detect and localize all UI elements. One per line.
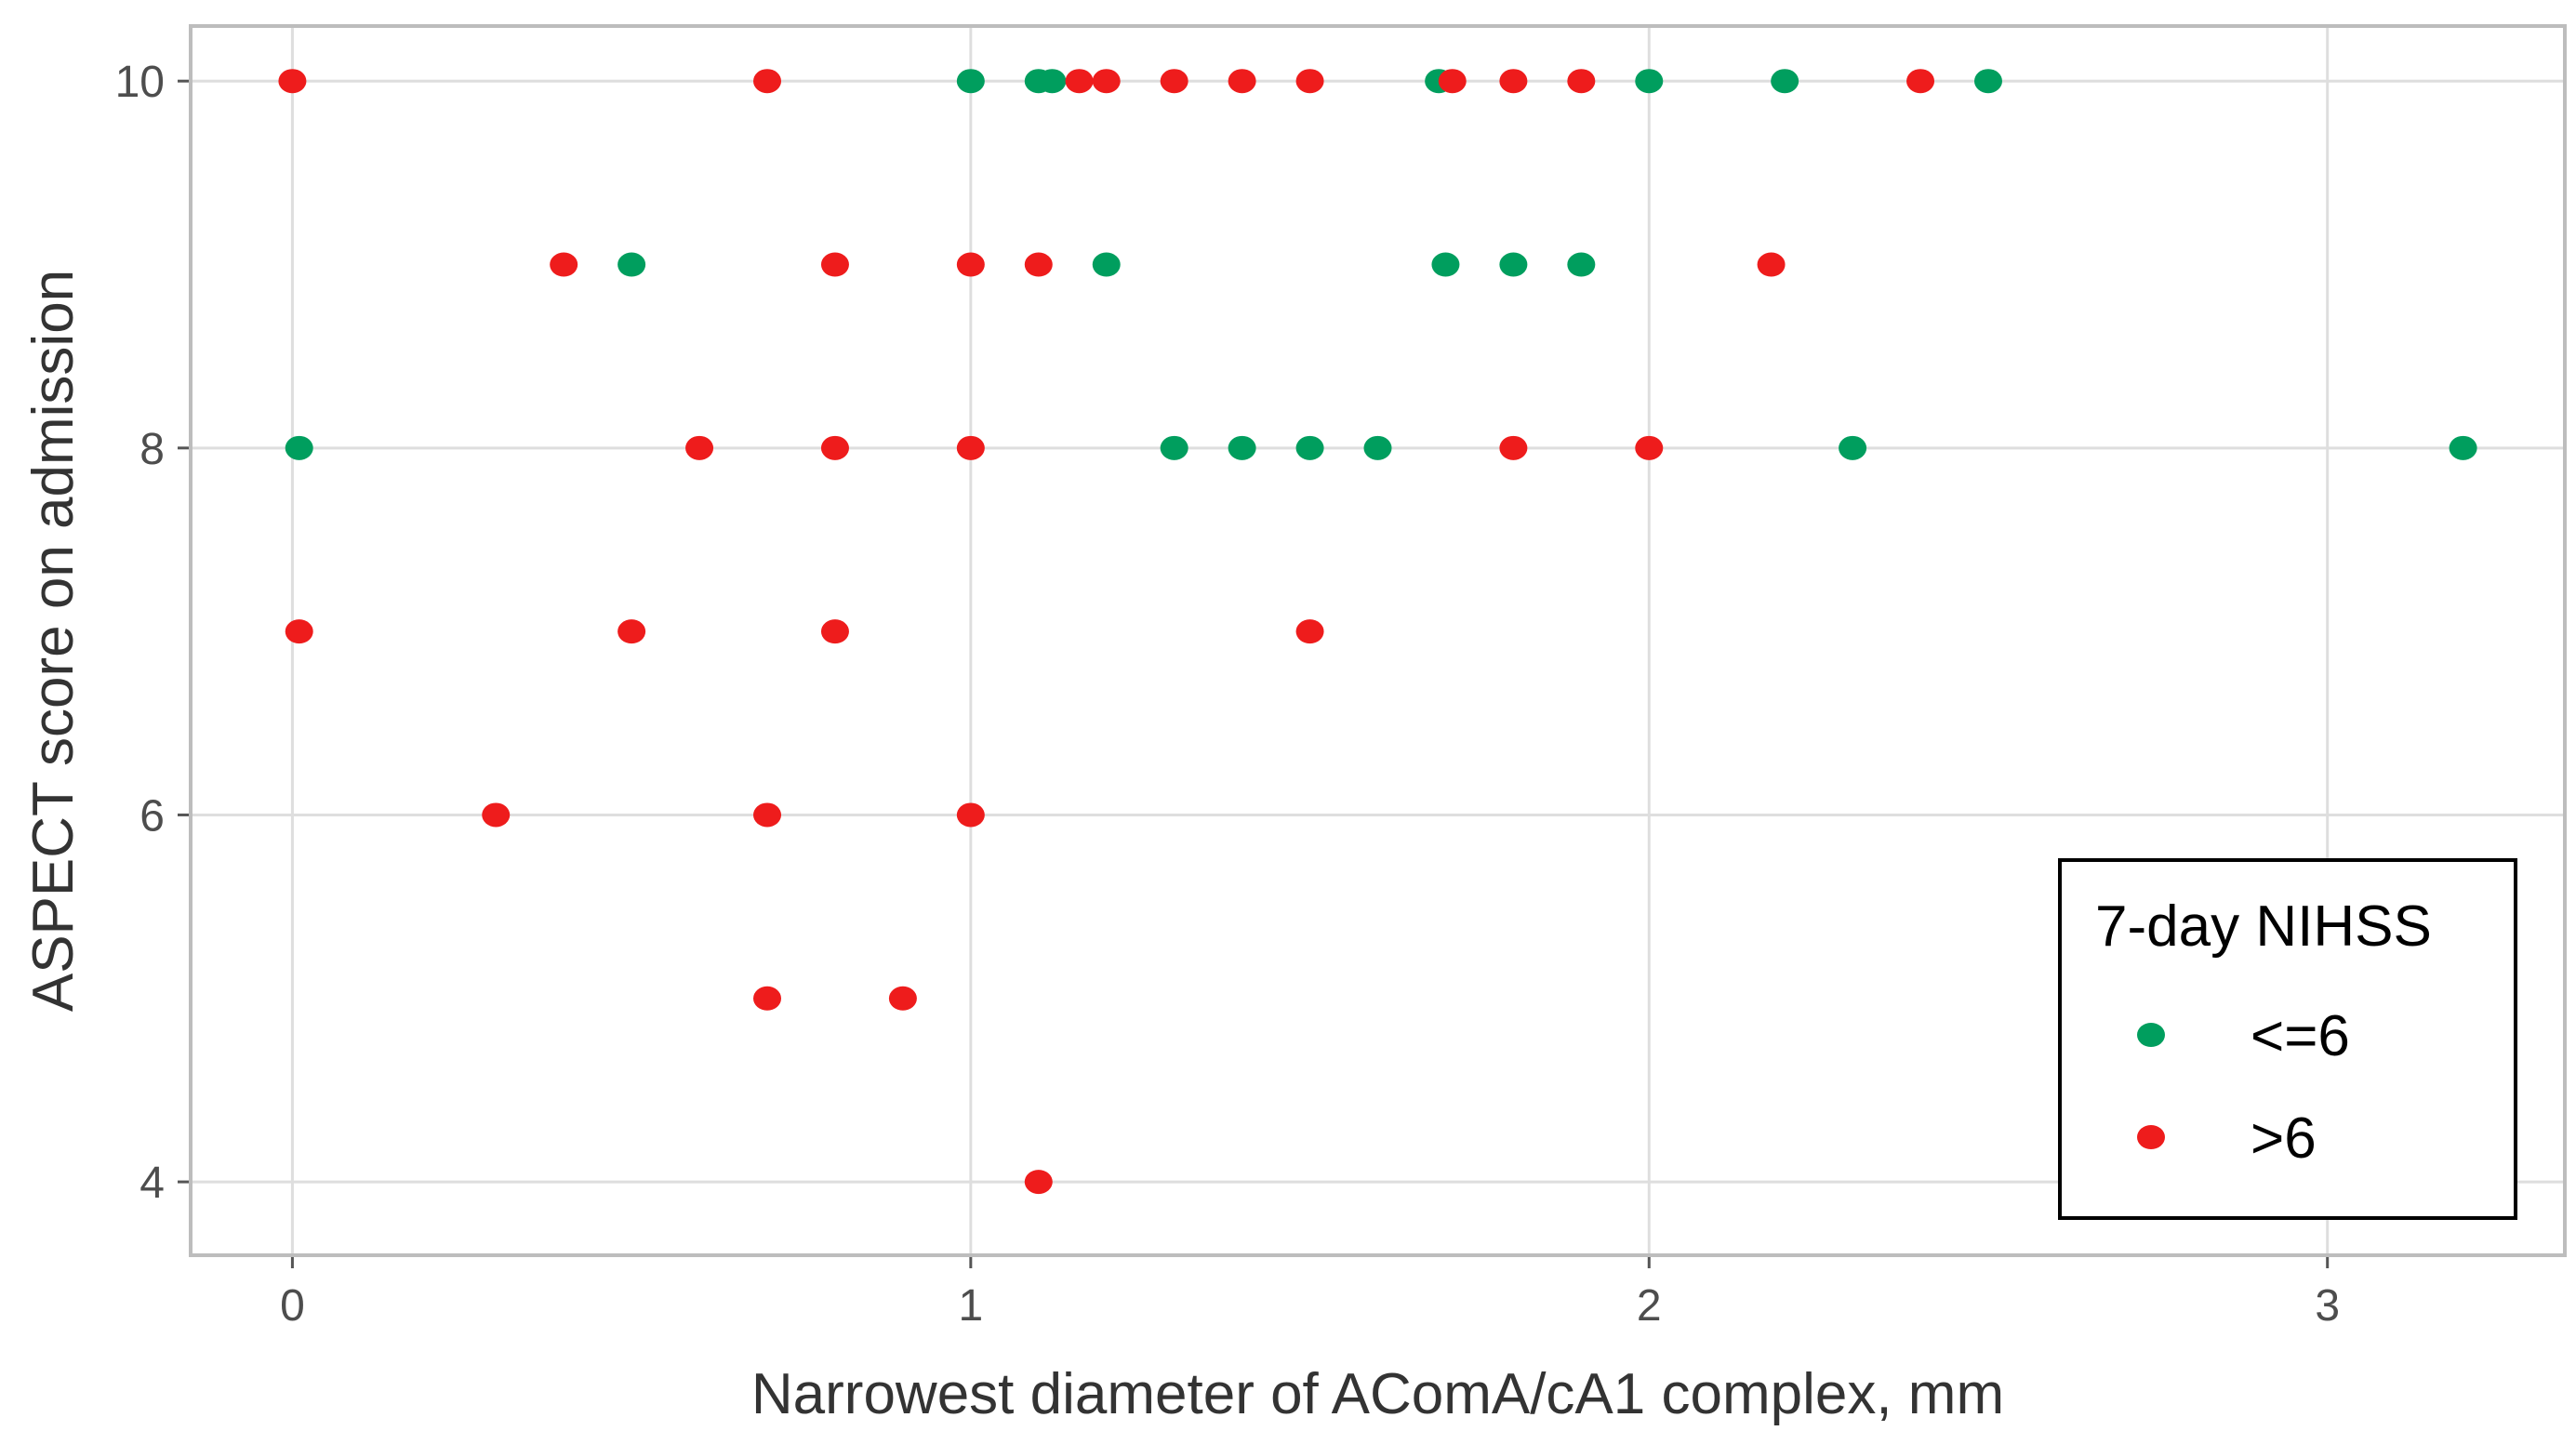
data-point-series-1: [1635, 69, 1664, 94]
data-point-series-2: [1295, 69, 1324, 94]
x-axis-title: Narrowest diameter of AComA/cA1 complex,…: [751, 1362, 2004, 1426]
data-point-series-1: [1499, 252, 1528, 277]
data-point-series-1: [1038, 69, 1067, 94]
data-point-series-1: [1160, 435, 1188, 460]
legend-marker: [2137, 1125, 2165, 1149]
data-point-series-1: [1092, 252, 1121, 277]
legend-label: >6: [2251, 1106, 2317, 1171]
legend-label: <=6: [2251, 1004, 2350, 1068]
data-point-series-2: [1635, 435, 1664, 460]
x-tick-label: 3: [2315, 1281, 2340, 1331]
data-point-series-2: [753, 802, 782, 828]
data-point-series-2: [1228, 69, 1256, 94]
data-point-series-2: [1160, 69, 1188, 94]
data-points: [278, 69, 2477, 1195]
data-point-series-2: [956, 802, 985, 828]
data-point-series-2: [1757, 252, 1786, 277]
data-point-series-1: [1567, 252, 1596, 277]
data-point-series-1: [1431, 252, 1460, 277]
data-point-series-2: [1024, 1170, 1053, 1195]
y-tick-label: 4: [139, 1159, 165, 1208]
data-point-series-1: [956, 69, 985, 94]
x-tick-label: 2: [1637, 1281, 1662, 1331]
data-point-series-2: [820, 619, 849, 644]
data-point-series-2: [1906, 69, 1935, 94]
data-point-series-2: [1499, 435, 1528, 460]
data-point-series-2: [820, 435, 849, 460]
data-point-series-1: [2449, 435, 2477, 460]
legend-box: [2058, 858, 2517, 1220]
y-tick-label: 8: [139, 425, 165, 474]
axis-ticks: 0 1 2 3 4 6 8 10: [115, 58, 2340, 1331]
data-point-series-2: [1567, 69, 1596, 94]
data-point-series-2: [550, 252, 578, 277]
y-tick-label: 6: [139, 791, 165, 841]
legend: 7-day NIHSS <=6 >6: [2058, 858, 2517, 1220]
data-point-series-2: [617, 619, 646, 644]
y-axis-title: ASPECT score on admission: [21, 270, 86, 1012]
data-point-series-2: [1065, 69, 1094, 94]
data-point-series-2: [820, 252, 849, 277]
data-point-series-2: [888, 986, 917, 1011]
data-point-series-2: [685, 435, 714, 460]
data-point-series-1: [1228, 435, 1256, 460]
legend-items: <=6 >6: [2137, 1004, 2350, 1171]
data-point-series-2: [956, 435, 985, 460]
data-point-series-2: [753, 986, 782, 1011]
data-point-series-2: [1499, 69, 1528, 94]
data-point-series-2: [753, 69, 782, 94]
data-point-series-1: [1839, 435, 1867, 460]
legend-marker: [2137, 1023, 2165, 1047]
x-tick-label: 1: [958, 1281, 983, 1331]
data-point-series-2: [1092, 69, 1121, 94]
data-point-series-1: [1973, 69, 2002, 94]
data-point-series-1: [1363, 435, 1392, 460]
data-point-series-1: [1295, 435, 1324, 460]
data-point-series-2: [482, 802, 511, 828]
data-point-series-2: [956, 252, 985, 277]
data-point-series-2: [285, 619, 313, 644]
data-point-series-1: [1771, 69, 1799, 94]
x-tick-label: 0: [280, 1281, 305, 1331]
plot-panel-border: [189, 24, 2567, 1257]
legend-title: 7-day NIHSS: [2095, 894, 2432, 959]
data-point-series-2: [1295, 619, 1324, 644]
data-point-series-2: [278, 69, 307, 94]
data-point-series-2: [1438, 69, 1467, 94]
data-point-series-1: [285, 435, 313, 460]
data-point-series-1: [617, 252, 646, 277]
data-point-series-2: [1024, 252, 1053, 277]
y-tick-label: 10: [115, 58, 165, 107]
